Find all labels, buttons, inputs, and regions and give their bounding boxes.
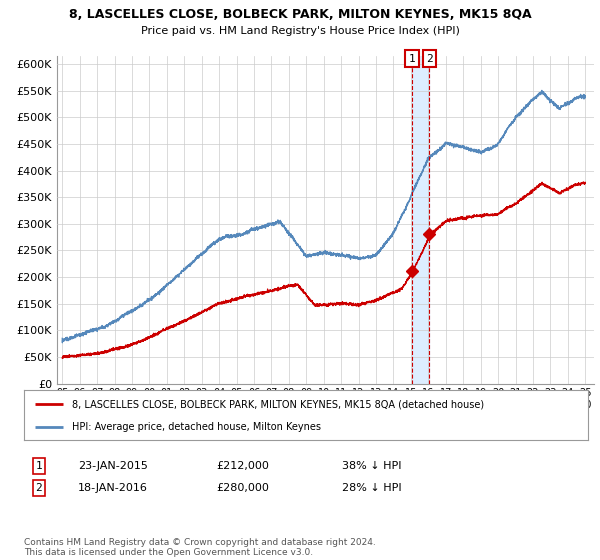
Text: 1: 1 <box>409 54 415 64</box>
Text: 2: 2 <box>426 54 433 64</box>
Text: 1: 1 <box>35 461 43 471</box>
Text: 28% ↓ HPI: 28% ↓ HPI <box>342 483 401 493</box>
Text: HPI: Average price, detached house, Milton Keynes: HPI: Average price, detached house, Milt… <box>72 422 321 432</box>
Text: 2: 2 <box>35 483 43 493</box>
Text: 23-JAN-2015: 23-JAN-2015 <box>78 461 148 471</box>
Bar <box>412 56 429 384</box>
Text: £280,000: £280,000 <box>216 483 269 493</box>
Text: 38% ↓ HPI: 38% ↓ HPI <box>342 461 401 471</box>
Text: 8, LASCELLES CLOSE, BOLBECK PARK, MILTON KEYNES, MK15 8QA: 8, LASCELLES CLOSE, BOLBECK PARK, MILTON… <box>68 8 532 21</box>
Text: Contains HM Land Registry data © Crown copyright and database right 2024.
This d: Contains HM Land Registry data © Crown c… <box>24 538 376 557</box>
Text: 18-JAN-2016: 18-JAN-2016 <box>78 483 148 493</box>
Text: £212,000: £212,000 <box>216 461 269 471</box>
Text: 8, LASCELLES CLOSE, BOLBECK PARK, MILTON KEYNES, MK15 8QA (detached house): 8, LASCELLES CLOSE, BOLBECK PARK, MILTON… <box>72 399 484 409</box>
Text: Price paid vs. HM Land Registry's House Price Index (HPI): Price paid vs. HM Land Registry's House … <box>140 26 460 36</box>
